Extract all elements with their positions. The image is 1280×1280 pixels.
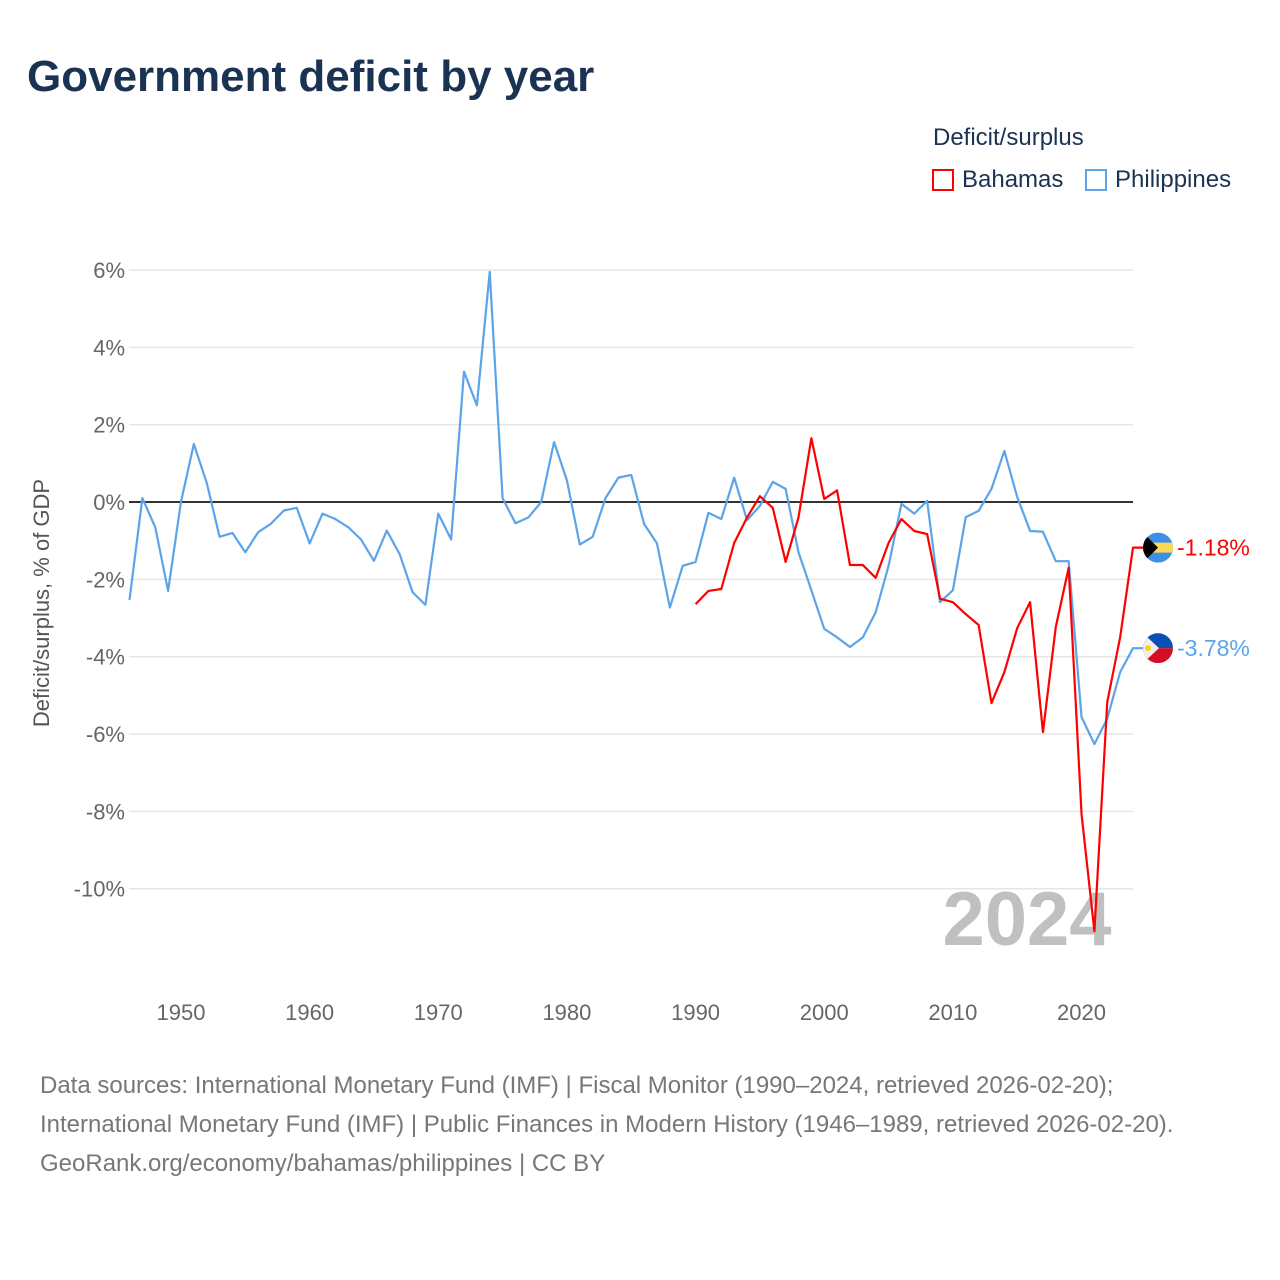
- x-tick-label: 2020: [1057, 1000, 1106, 1025]
- x-tick-label: 1980: [542, 1000, 591, 1025]
- y-tick-label: -10%: [74, 877, 125, 902]
- y-tick-label: 2%: [93, 413, 125, 438]
- data-sources: Data sources: International Monetary Fun…: [40, 1072, 1174, 1138]
- y-tick-label: -6%: [86, 722, 125, 747]
- x-tick-label: 1960: [285, 1000, 334, 1025]
- x-tick-label: 2000: [800, 1000, 849, 1025]
- y-tick-label: -2%: [86, 567, 125, 592]
- legend-swatch-philippines: [1085, 169, 1107, 191]
- x-tick-label: 2010: [928, 1000, 977, 1025]
- bahamas-flag-icon: [1143, 532, 1173, 563]
- footer: Data sources: International Monetary Fun…: [40, 1066, 1240, 1183]
- y-tick-label: 6%: [93, 258, 125, 283]
- year-watermark: 2024: [942, 877, 1111, 962]
- legend-item-bahamas[interactable]: Bahamas: [932, 166, 1063, 194]
- y-tick-label: 0%: [93, 490, 125, 515]
- series-line-bahamas[interactable]: [694, 437, 1143, 933]
- y-tick-label: -4%: [86, 645, 125, 670]
- end-label-bahamas: -1.18%: [1177, 535, 1250, 561]
- x-tick-label: 1950: [156, 1000, 205, 1025]
- legend-label-philippines: Philippines: [1115, 166, 1232, 193]
- plot-area: 6% 4% 2% 0% -2% -4% -6% -8% -10% 1950 1960 1970 1980…: [74, 258, 1250, 1025]
- legend-item-philippines[interactable]: Philippines: [1085, 166, 1231, 194]
- legend-title: Deficit/surplus: [933, 124, 1084, 151]
- legend-label-bahamas: Bahamas: [962, 166, 1064, 193]
- x-tick-label: 1970: [414, 1000, 463, 1025]
- y-tick-label: -8%: [86, 799, 125, 824]
- credit-link[interactable]: GeoRank.org/economy/bahamas/philippines …: [40, 1150, 606, 1177]
- page-title: Government deficit by year: [27, 52, 595, 101]
- legend-swatch-bahamas: [932, 169, 954, 191]
- y-tick-label: 4%: [93, 335, 125, 360]
- philippines-flag-icon: [1143, 633, 1173, 664]
- end-label-philippines: -3.78%: [1177, 635, 1250, 661]
- x-tick-label: 1990: [671, 1000, 720, 1025]
- series-line-philippines[interactable]: [128, 270, 1144, 746]
